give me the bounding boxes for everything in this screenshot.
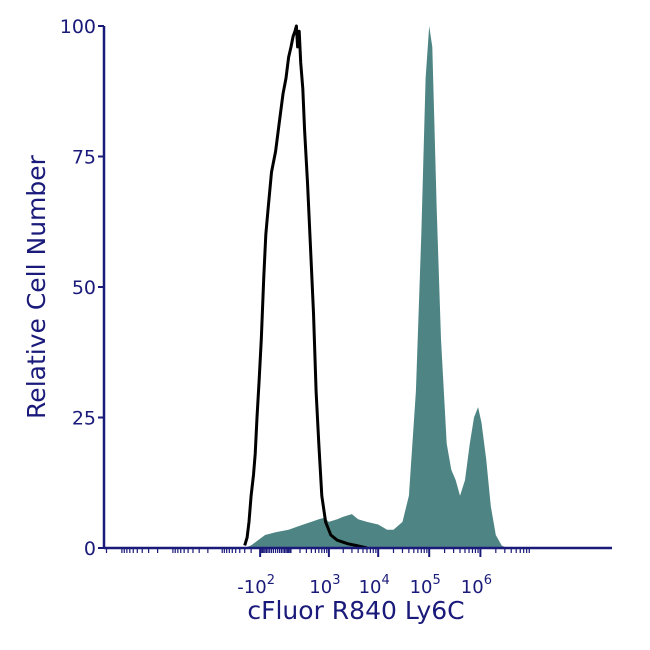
y-tick-label: 75 bbox=[72, 147, 96, 169]
axes-layer bbox=[98, 25, 612, 557]
y-axis-title: Relative Cell Number bbox=[22, 154, 51, 419]
x-tick-label: -102 bbox=[237, 573, 275, 598]
outline-histogram-series bbox=[243, 24, 368, 550]
x-tick-label: 106 bbox=[461, 573, 492, 598]
x-tick-label: 103 bbox=[309, 573, 340, 598]
x-tick-label: 104 bbox=[359, 573, 390, 598]
series-layer bbox=[243, 24, 507, 550]
x-axis-title: cFluor R840 Ly6C bbox=[247, 596, 464, 625]
x-tick-label: 105 bbox=[410, 573, 441, 598]
filled-histogram-series bbox=[244, 26, 507, 548]
y-tick-label: 50 bbox=[72, 277, 96, 299]
y-tick-label: 100 bbox=[60, 16, 96, 38]
y-tick-label: 0 bbox=[84, 538, 96, 560]
labels-layer: 0 25 50 75 100 -102 103 104 105 106 bbox=[60, 16, 492, 598]
y-tick-label: 25 bbox=[72, 408, 96, 430]
